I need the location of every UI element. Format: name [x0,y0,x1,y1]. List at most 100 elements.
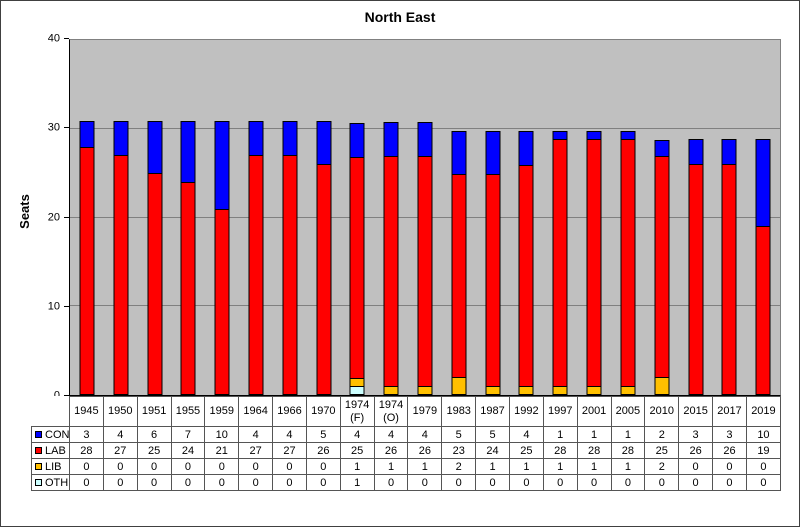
bar-segment-LAB [282,155,298,395]
y-tick-label: 20 [47,211,60,223]
bar-segment-LAB [383,156,399,388]
bars-container [70,40,780,395]
table-cell: 26 [678,442,714,459]
table-cell: 0 [678,458,714,475]
bar-segment-CON [79,120,95,148]
table-cell: 0 [238,474,274,491]
table-cell: 26 [407,442,443,459]
table-cell: 25 [136,442,172,459]
bar-1983 [451,40,467,395]
bar-segment-CON [688,138,704,166]
table-cell: 1 [610,426,646,443]
table-cell: 0 [712,458,747,475]
y-tick-label: 40 [47,32,60,45]
table-cell: 4 [238,426,274,443]
bar-slot [138,40,172,395]
category-label: 1997 [542,396,578,427]
table-cell: 1 [373,458,409,475]
table-cell: 26 [305,442,341,459]
table-cell: 6 [136,426,172,443]
category-label: 2015 [678,396,714,427]
y-tick-mark [64,127,69,129]
bar-segment-CON [248,120,264,157]
table-cell: 1 [508,458,544,475]
table-cell: 0 [475,474,510,491]
bar-segment-CON [518,130,534,167]
legend-label-LAB: LAB [45,444,66,457]
bar-2005 [620,40,636,395]
table-cell: 1 [610,458,646,475]
table-cell: 0 [712,474,747,491]
bar-slot [408,40,442,395]
bar-1992 [518,40,534,395]
bar-segment-CON [282,120,298,157]
bar-slot [746,40,780,395]
table-cell: 0 [441,474,477,491]
category-label: 1992 [508,396,544,427]
table-row-LIB: LIB 0 0 0 0 0 0 0 0 1 1 1 2 1 1 1 1 1 2 0 0 0 [31,458,782,475]
table-cell: 4 [102,426,138,443]
legend-cell-LIB: LIB [31,458,70,475]
category-row: 1945 1950 1951 1955 1959 1964 1966 1970 1974 (F) 1… [32,396,782,427]
bar-1955 [180,40,196,395]
table-cell: 1 [542,458,578,475]
table-cell: 1 [576,458,612,475]
category-label: 1964 [238,396,274,427]
bar-segment-LIB [485,386,501,395]
legend-key: CON [32,429,69,441]
bar-segment-LAB [248,155,264,395]
table-cell: 27 [238,442,274,459]
table-cell: 1 [542,426,578,443]
category-label: 2017 [712,396,747,427]
table-cell: 3 [712,426,747,443]
bar-1974 (O) [383,40,399,395]
table-cell: 0 [102,458,138,475]
table-cell: 0 [69,458,104,475]
bar-slot [307,40,341,395]
y-tick-mark [64,395,69,396]
legend-swatch-CON [35,431,42,438]
legend-key: LIB [32,461,69,473]
bar-1974 (F) [349,40,365,395]
bar-segment-LIB [620,386,636,395]
table-cell: 0 [305,458,341,475]
bar-segment-CON [451,130,467,176]
table-cell: 28 [542,442,578,459]
bar-segment-LAB [586,138,602,388]
table-cell: 25 [339,442,375,459]
table-cell: 0 [136,474,172,491]
table-cell: 0 [644,474,680,491]
bar-segment-LAB [147,173,163,395]
bar-slot [577,40,611,395]
bar-segment-LIB [383,386,399,395]
bar-1987 [485,40,501,395]
table-cell: 0 [373,474,409,491]
bar-1966 [282,40,298,395]
bar-1951 [147,40,163,395]
bar-1959 [214,40,230,395]
bar-slot [476,40,510,395]
bar-segment-LAB [180,182,196,395]
legend-label-CON: CON [45,428,70,441]
bar-segment-CON [417,121,433,158]
bar-segment-CON [721,138,737,166]
category-label: 1955 [170,396,206,427]
bar-2015 [688,40,704,395]
y-tick-mark [64,216,69,218]
bar-slot [679,40,713,395]
legend-label-OTH: OTH [45,476,69,489]
bar-segment-LAB [620,138,636,388]
plot-area [69,39,781,396]
bar-2017 [721,40,737,395]
table-cell: 0 [204,474,240,491]
table-cell: 24 [170,442,206,459]
category-label: 1951 [136,396,172,427]
table-cell: 27 [272,442,307,459]
chart-title: North East [364,9,436,25]
category-label: 1987 [475,396,510,427]
category-label: 2001 [576,396,612,427]
table-cell: 3 [69,426,104,443]
table-cell: 5 [305,426,341,443]
table-cell: 0 [170,474,206,491]
